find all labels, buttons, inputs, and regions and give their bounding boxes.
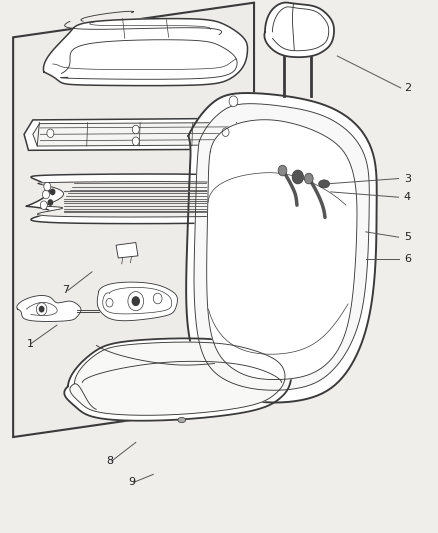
Polygon shape (97, 282, 177, 321)
Polygon shape (70, 342, 285, 415)
Circle shape (222, 128, 229, 136)
Circle shape (128, 292, 144, 311)
Polygon shape (17, 295, 81, 321)
Circle shape (106, 298, 113, 307)
Circle shape (229, 96, 238, 107)
Circle shape (39, 306, 44, 312)
Polygon shape (116, 243, 138, 258)
Circle shape (40, 201, 47, 209)
Text: 7: 7 (62, 286, 69, 295)
Polygon shape (37, 182, 237, 217)
Polygon shape (186, 93, 377, 402)
Polygon shape (13, 3, 254, 437)
Text: 9: 9 (128, 478, 135, 487)
Circle shape (36, 303, 47, 316)
Polygon shape (26, 174, 245, 224)
Circle shape (132, 125, 139, 134)
Text: 6: 6 (404, 254, 411, 263)
Text: 2: 2 (404, 83, 411, 93)
Circle shape (153, 293, 162, 304)
Ellipse shape (318, 180, 330, 188)
Text: 8: 8 (106, 456, 113, 466)
Text: 5: 5 (404, 232, 411, 242)
Circle shape (44, 182, 51, 191)
Circle shape (304, 173, 313, 184)
Circle shape (42, 190, 49, 199)
Circle shape (132, 137, 139, 146)
Ellipse shape (178, 417, 186, 423)
Text: 1: 1 (27, 339, 34, 349)
Polygon shape (194, 104, 369, 390)
Circle shape (50, 189, 55, 195)
Circle shape (278, 165, 287, 176)
Polygon shape (24, 118, 247, 150)
Polygon shape (64, 338, 292, 421)
Text: 3: 3 (404, 174, 411, 183)
Polygon shape (207, 120, 357, 379)
Polygon shape (43, 19, 247, 86)
Polygon shape (265, 3, 334, 57)
Circle shape (292, 170, 304, 184)
Polygon shape (33, 123, 240, 146)
Text: 4: 4 (404, 192, 411, 202)
Circle shape (132, 297, 139, 305)
Circle shape (47, 129, 54, 138)
Circle shape (48, 200, 53, 205)
